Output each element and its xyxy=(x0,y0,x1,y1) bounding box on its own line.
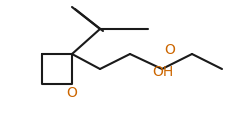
Text: OH: OH xyxy=(152,64,173,78)
Text: O: O xyxy=(67,85,78,99)
Text: O: O xyxy=(164,43,176,56)
